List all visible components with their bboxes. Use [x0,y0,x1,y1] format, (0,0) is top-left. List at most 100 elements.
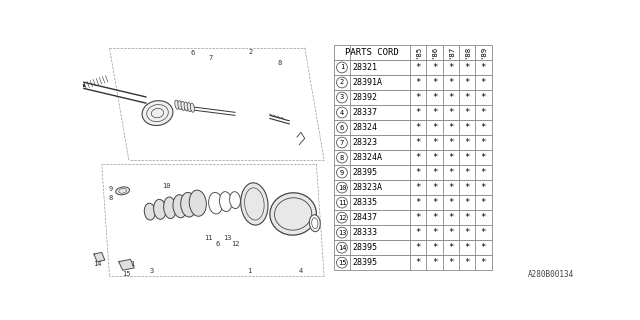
Bar [334,165,492,180]
Text: *: * [481,258,486,267]
Circle shape [337,242,348,253]
Text: *: * [481,63,486,72]
Text: *: * [432,228,437,237]
Text: 3: 3 [150,268,154,274]
Text: *: * [415,93,421,102]
Text: *: * [448,168,454,177]
Text: *: * [448,243,454,252]
Text: *: * [432,138,437,147]
Circle shape [337,182,348,193]
Bar [334,180,492,195]
Text: *: * [415,138,421,147]
Text: 8: 8 [340,155,344,161]
Ellipse shape [142,101,173,125]
Text: *: * [432,63,437,72]
Text: 28324A: 28324A [352,153,382,162]
Text: 2: 2 [248,49,253,55]
Text: *: * [415,108,421,117]
Text: *: * [432,168,437,177]
Text: 9: 9 [340,170,344,176]
Circle shape [337,197,348,208]
Bar [334,150,492,165]
Text: 28395: 28395 [352,243,377,252]
Ellipse shape [230,192,241,209]
Bar [334,255,492,270]
Circle shape [337,257,348,268]
Ellipse shape [189,190,206,216]
Text: *: * [432,243,437,252]
Text: *: * [465,63,470,72]
Circle shape [337,77,348,88]
Text: *: * [432,153,437,162]
Text: *: * [432,108,437,117]
Text: PARTS CORD: PARTS CORD [346,48,399,57]
Ellipse shape [181,101,185,110]
Text: 28395: 28395 [352,168,377,177]
Bar [334,135,492,150]
Text: *: * [415,228,421,237]
Ellipse shape [144,203,156,220]
Text: *: * [415,258,421,267]
Text: 6: 6 [340,124,344,131]
Text: '85: '85 [415,46,421,59]
Text: *: * [448,213,454,222]
Text: *: * [481,213,486,222]
Text: 1: 1 [131,260,135,267]
Text: *: * [481,183,486,192]
Text: 28335: 28335 [352,198,377,207]
Text: *: * [465,153,470,162]
Text: 28395: 28395 [352,258,377,267]
Bar [334,120,492,135]
Text: 28323: 28323 [352,138,377,147]
Text: 7: 7 [208,55,212,61]
Circle shape [337,167,348,178]
Circle shape [337,62,348,73]
Text: *: * [481,168,486,177]
Ellipse shape [184,102,188,111]
Text: *: * [415,243,421,252]
Text: *: * [481,243,486,252]
Text: *: * [481,153,486,162]
Bar [334,90,492,105]
Text: *: * [432,93,437,102]
Text: *: * [432,213,437,222]
Bar [334,225,492,240]
Text: 7: 7 [340,140,344,146]
Text: 4: 4 [299,268,303,274]
Bar [334,60,492,75]
Ellipse shape [164,197,176,219]
Text: 28333: 28333 [352,228,377,237]
Text: 10: 10 [163,183,171,189]
Bar [334,240,492,255]
Bar [334,195,492,210]
Text: 8: 8 [278,60,282,66]
Text: *: * [448,108,454,117]
Text: 12: 12 [338,215,346,220]
Text: 28323A: 28323A [352,183,382,192]
Text: '88: '88 [464,46,470,59]
Ellipse shape [190,103,195,112]
Polygon shape [94,252,105,262]
Text: *: * [465,123,470,132]
Text: *: * [481,93,486,102]
Text: 11: 11 [338,200,346,206]
Text: *: * [465,213,470,222]
Ellipse shape [220,192,232,212]
Text: *: * [465,138,470,147]
Text: 9: 9 [109,186,113,192]
Text: 1: 1 [340,64,344,70]
Text: *: * [481,138,486,147]
Text: *: * [448,183,454,192]
Ellipse shape [209,192,223,214]
Text: '89: '89 [481,46,486,59]
Text: *: * [432,258,437,267]
Text: *: * [481,108,486,117]
Text: 4: 4 [340,109,344,116]
Ellipse shape [154,199,166,219]
Text: 6: 6 [216,241,220,247]
Text: *: * [448,138,454,147]
Text: 12: 12 [231,241,239,247]
Polygon shape [119,260,134,270]
Text: '87: '87 [448,46,454,59]
Circle shape [337,212,348,223]
